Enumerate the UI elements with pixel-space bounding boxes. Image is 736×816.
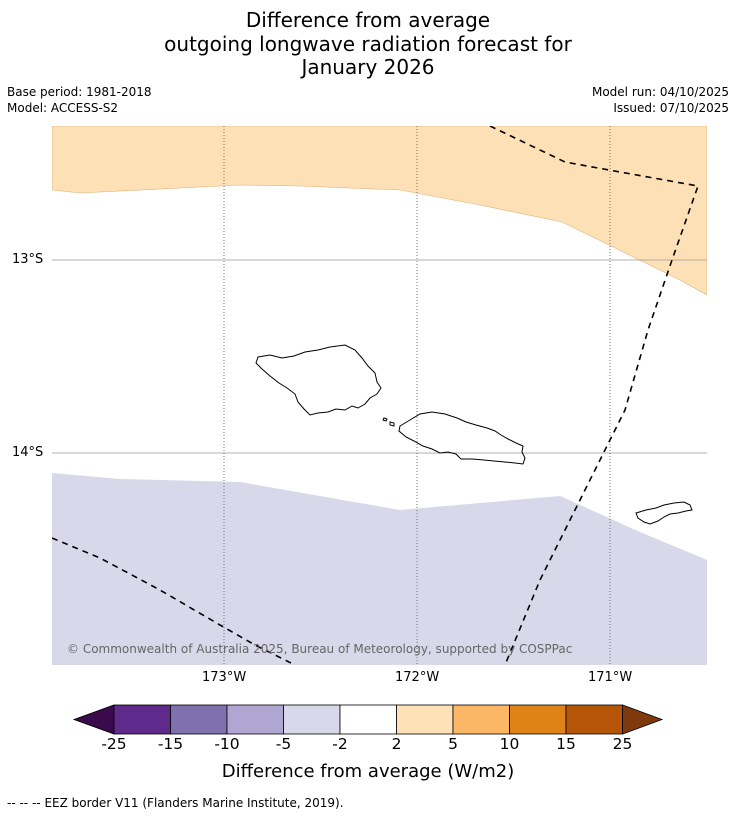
colorbar-tick-label: 2 [391,735,402,753]
coastlines [255,344,693,525]
colorbar-tick-label: 25 [612,735,633,753]
lon-label-171w: 171°W [588,670,633,685]
base-period: Base period: 1981-2018 [7,85,152,99]
tutuila-island-outline [635,501,693,525]
colorbar-bin [565,704,623,735]
colorbar-tick-label: -2 [332,735,348,753]
colorbar-tick-label: -5 [275,735,292,753]
latitude-gridlines [52,259,707,454]
colorbar-bin [113,704,171,735]
colorbar-bin [452,704,510,735]
colorbar-tick-label: 10 [499,735,520,753]
colorbar-bin [170,704,228,735]
colorbar-bin [509,704,567,735]
colorbar-tick-label: -15 [157,735,184,753]
colorbar-bin [339,704,397,735]
colorbar-title: Difference from average (W/m2) [221,761,515,782]
lat-label-14s: 14°S [12,445,44,460]
model-name: Model: ACCESS-S2 [7,101,119,115]
positive-anomaly-band [52,126,707,296]
colorbar-bin [396,704,454,735]
model-run: Model run: 04/10/2025 [591,85,729,99]
title-line-2: outgoing longwave radiation forecast for [164,32,572,56]
upolu-island-outline [398,411,526,465]
colorbar-tick-label: 15 [556,735,576,753]
lat-label-13s: 13°S [12,252,44,267]
copyright-notice: © Commonwealth of Australia 2025, Bureau… [67,642,572,656]
eez-border-east [489,126,700,665]
negative-anomaly-band [52,473,707,665]
issued-date: Issued: 07/10/2025 [613,101,729,115]
eez-borders [52,126,700,665]
eez-dash-marker: -- -- -- [7,796,41,810]
colorbar-bin [283,704,341,735]
savaii-island-outline [255,344,382,416]
eez-border-southwest [52,537,296,665]
colorbar-extend-max [622,704,664,735]
lon-label-173w: 173°W [202,670,247,685]
apolima-island-outline [389,421,395,427]
manono-island-outline [382,417,388,422]
eez-legend: -- -- -- EEZ border V11 (Flanders Marine… [7,796,344,810]
eez-legend-text: EEZ border V11 (Flanders Marine Institut… [44,796,344,810]
title-line-1: Difference from average [245,8,491,32]
colorbar-tick-label: -10 [214,735,240,753]
colorbar-bin [226,704,284,735]
colorbar-tick-label: 5 [448,735,458,753]
colorbar-tick-label: -25 [101,735,127,753]
colorbar-extend-min [72,704,115,735]
lon-label-172w: 172°W [395,670,440,685]
title-line-3: January 2026 [301,55,435,79]
